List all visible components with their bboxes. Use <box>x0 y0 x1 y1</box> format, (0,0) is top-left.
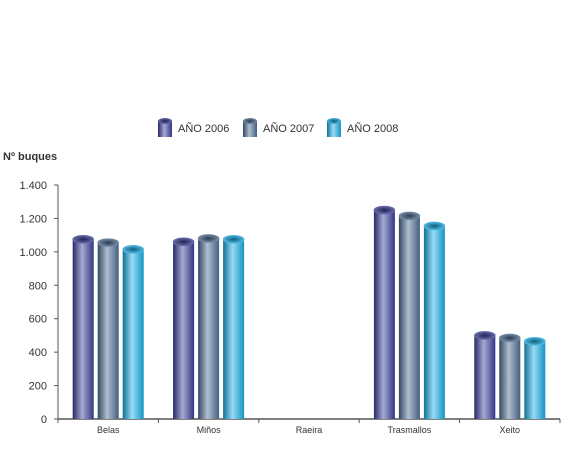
bar <box>97 238 119 419</box>
bar <box>423 221 446 419</box>
y-tick-label: 1.200 <box>19 213 47 225</box>
bar <box>473 331 496 419</box>
bar <box>197 234 220 419</box>
legend-label: AÑO 2007 <box>263 122 314 135</box>
legend-item: AÑO 2008 <box>327 118 398 137</box>
bar <box>172 237 195 419</box>
y-tick-label: 1.400 <box>19 180 47 192</box>
legend-item: AÑO 2006 <box>158 118 229 137</box>
y-tick-label: 400 <box>29 347 47 359</box>
x-tick-label: Miños <box>197 425 222 435</box>
legend-label: AÑO 2006 <box>178 122 229 135</box>
bar <box>72 235 94 419</box>
y-tick-label: 600 <box>29 314 47 326</box>
y-tick-label: 200 <box>29 381 47 393</box>
y-tick-label: 800 <box>29 280 47 292</box>
x-tick-label: Raeira <box>296 425 323 435</box>
x-tick-label: Belas <box>97 425 120 435</box>
legend-label: AÑO 2008 <box>347 122 398 135</box>
y-axis-label: Nº buques <box>3 151 57 163</box>
bar <box>498 333 521 419</box>
y-tick-label: 1.000 <box>19 247 47 259</box>
x-axis: Belas Miños Raeira Trasmallos Xeito <box>57 418 561 435</box>
bar <box>398 211 421 419</box>
legend-item: AÑO 2007 <box>243 118 314 137</box>
bar <box>222 235 245 419</box>
legend: AÑO 2006 AÑO 2007 AÑO 2008 <box>158 118 398 137</box>
bar <box>523 336 546 419</box>
y-axis: 0 200 400 600 800 1.000 1.200 1.400 <box>19 180 59 426</box>
x-tick-label: Xeito <box>500 425 521 435</box>
bars <box>72 205 546 419</box>
bar <box>373 205 396 419</box>
x-tick-label: Trasmallos <box>388 425 432 435</box>
bar <box>122 245 144 419</box>
y-tick-label: 0 <box>41 414 47 426</box>
